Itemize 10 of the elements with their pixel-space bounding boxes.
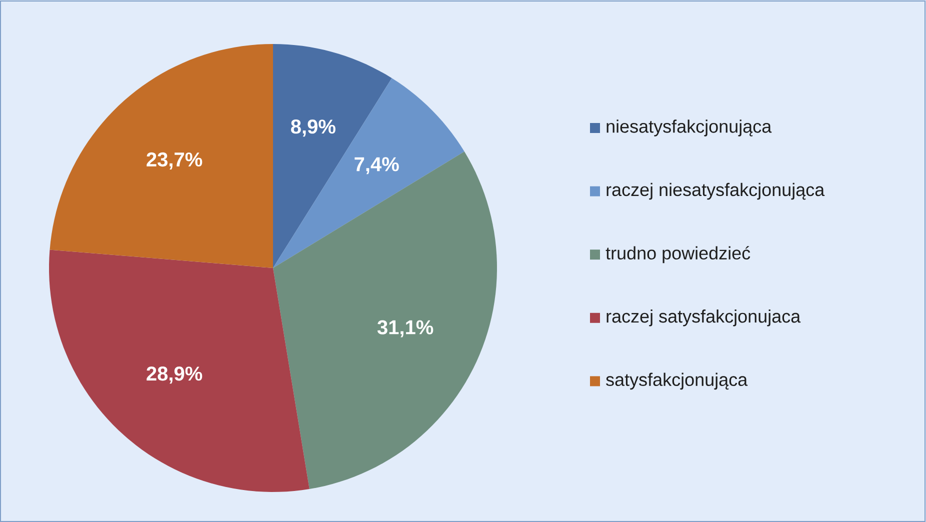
data-label: 23,7% (146, 152, 202, 170)
data-label: 7,4% (354, 157, 399, 174)
legend-label: raczej satysfakcjonujaca (606, 310, 801, 326)
legend-label: trudno powiedzieć (606, 246, 750, 264)
data-label: 31,1% (377, 320, 434, 338)
legend-label: raczej niesatysfakcjonująca (606, 182, 825, 200)
data-label: 28,9% (146, 366, 202, 384)
legend-label: niesatysfakcjonująca (606, 120, 772, 136)
legend-label: satysfakcjonująca (606, 372, 748, 390)
data-label: 8,9% (291, 120, 336, 137)
